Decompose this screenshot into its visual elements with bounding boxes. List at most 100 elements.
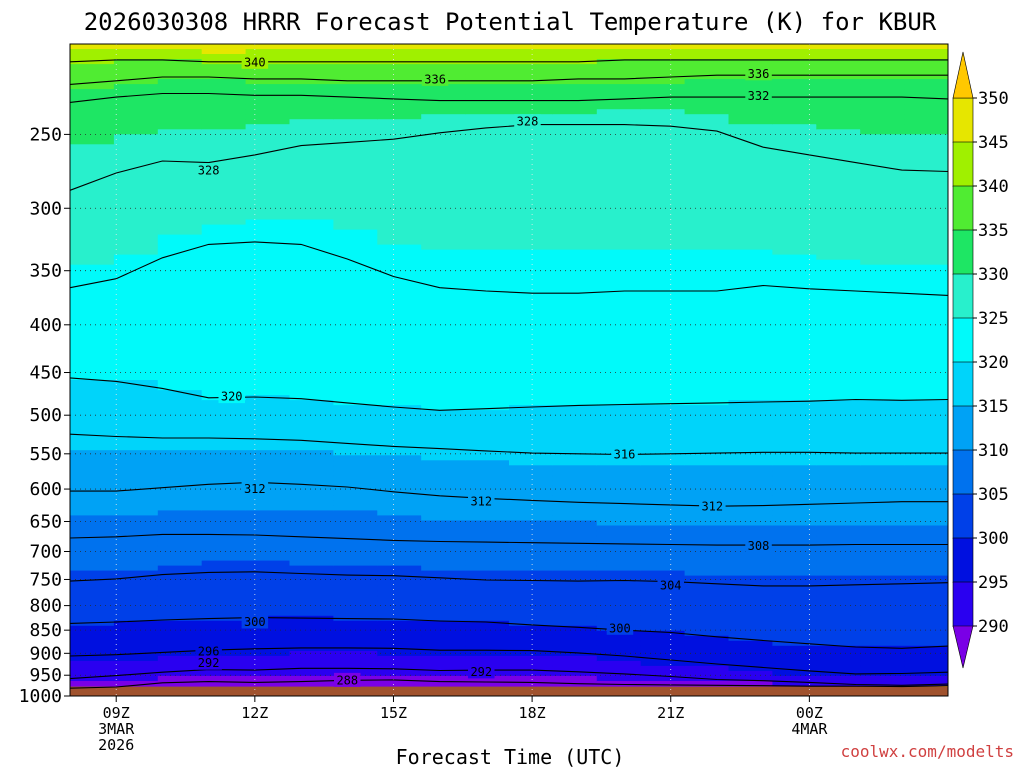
field-cell xyxy=(377,465,422,472)
field-cell xyxy=(596,264,642,271)
field-cell xyxy=(113,99,159,105)
field-cell xyxy=(816,485,861,492)
field-cell xyxy=(245,640,291,647)
field-cell xyxy=(70,104,115,110)
field-cell xyxy=(596,244,642,251)
field-cell xyxy=(772,44,818,50)
field-cell xyxy=(552,234,598,241)
field-cell xyxy=(509,660,554,667)
field-cell xyxy=(904,149,948,156)
field-cell xyxy=(113,355,159,361)
field-cell xyxy=(245,219,291,226)
field-cell xyxy=(728,675,774,682)
field-cell xyxy=(509,375,554,381)
contour-label-text: 288 xyxy=(336,673,358,687)
field-cell xyxy=(245,99,291,105)
field-cell xyxy=(552,595,598,602)
field-cell xyxy=(70,44,115,50)
field-cell xyxy=(245,355,291,361)
field-cell xyxy=(157,665,203,672)
field-cell xyxy=(552,405,598,411)
field-cell xyxy=(860,395,905,401)
field-cell xyxy=(289,450,335,456)
field-cell xyxy=(904,319,948,326)
field-cell xyxy=(465,149,510,156)
field-cell xyxy=(860,420,905,426)
field-cell xyxy=(728,425,774,431)
contour-label-text: 312 xyxy=(244,482,266,496)
field-cell xyxy=(860,580,905,587)
field-cell xyxy=(596,390,642,396)
field-cell xyxy=(684,84,730,90)
field-cell xyxy=(772,610,818,617)
field-cell xyxy=(421,520,466,527)
field-cell xyxy=(289,164,335,171)
field-cell xyxy=(465,395,510,401)
field-cell xyxy=(113,610,159,617)
field-cell xyxy=(289,294,335,301)
field-cell xyxy=(70,550,115,557)
field-cell xyxy=(860,410,905,416)
field-cell xyxy=(113,495,159,502)
field-cell xyxy=(421,204,466,211)
field-cell xyxy=(860,64,905,70)
field-cell xyxy=(904,254,948,261)
field-cell xyxy=(465,440,510,446)
field-cell xyxy=(421,430,466,436)
field-cell xyxy=(772,209,818,216)
field-cell xyxy=(860,129,905,136)
field-cell xyxy=(201,154,247,161)
field-cell xyxy=(465,194,510,201)
field-cell xyxy=(289,89,335,95)
field-cell xyxy=(70,244,115,251)
field-cell xyxy=(684,415,730,421)
field-cell xyxy=(70,660,115,667)
field-cell xyxy=(157,440,203,446)
field-cell xyxy=(816,139,861,146)
field-cell xyxy=(860,84,905,90)
field-cell xyxy=(157,585,203,592)
field-cell xyxy=(289,129,335,136)
field-cell xyxy=(552,560,598,567)
field-cell xyxy=(465,324,510,331)
field-cell xyxy=(289,435,335,441)
contour-label: 320 xyxy=(218,389,245,404)
field-cell xyxy=(333,149,379,156)
field-cell xyxy=(157,284,203,291)
field-cell xyxy=(552,259,598,266)
field-cell xyxy=(421,390,466,396)
colorbar-label: 290 xyxy=(978,617,1009,637)
field-cell xyxy=(157,590,203,597)
field-cell xyxy=(552,395,598,401)
field-cell xyxy=(201,385,247,391)
field-cell xyxy=(509,605,554,612)
field-cell xyxy=(552,139,598,146)
field-cell xyxy=(70,129,115,136)
field-cell xyxy=(245,74,291,80)
field-cell xyxy=(728,365,774,371)
field-cell xyxy=(465,520,510,527)
field-cell xyxy=(333,274,379,281)
field-cell xyxy=(816,164,861,171)
field-cell xyxy=(377,450,422,456)
field-cell xyxy=(333,239,379,246)
field-cell xyxy=(772,490,818,497)
field-cell xyxy=(684,430,730,436)
field-cell xyxy=(816,365,861,371)
field-cell xyxy=(421,84,466,90)
field-cell xyxy=(640,234,686,241)
field-cell xyxy=(684,370,730,376)
field-cell xyxy=(465,94,510,100)
field-cell xyxy=(816,54,861,60)
field-cell xyxy=(772,510,818,517)
field-cell xyxy=(465,480,510,487)
field-cell xyxy=(201,665,247,672)
field-cell xyxy=(640,129,686,136)
field-cell xyxy=(772,339,818,346)
field-cell xyxy=(816,445,861,451)
field-cell xyxy=(728,440,774,446)
field-cell xyxy=(860,114,905,120)
field-cell xyxy=(333,104,379,110)
field-cell xyxy=(245,655,291,662)
field-cell xyxy=(377,370,422,376)
